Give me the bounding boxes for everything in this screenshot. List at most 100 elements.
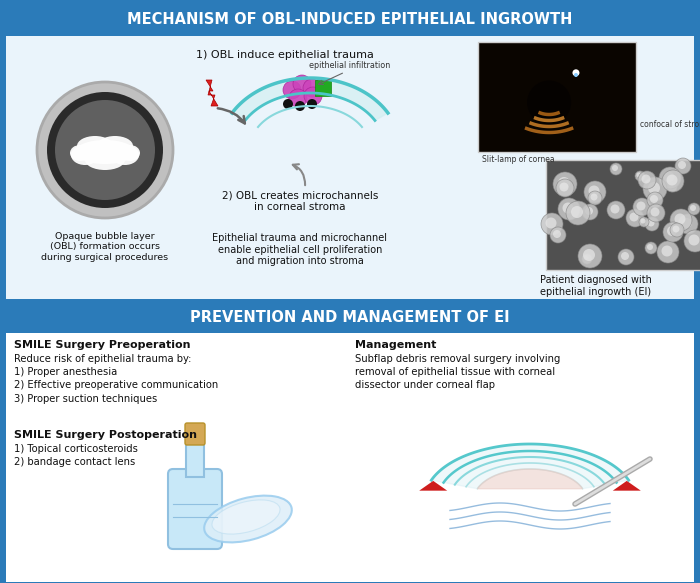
Polygon shape xyxy=(477,469,582,489)
Circle shape xyxy=(582,204,598,220)
Circle shape xyxy=(662,245,673,257)
Circle shape xyxy=(678,161,686,169)
Text: epithelial infiltration: epithelial infiltration xyxy=(309,61,391,70)
Bar xyxy=(186,441,204,477)
Circle shape xyxy=(668,184,673,188)
Text: Reduce risk of epithelial trauma by:
1) Proper anesthesia
2) Effective preoperat: Reduce risk of epithelial trauma by: 1) … xyxy=(14,354,218,403)
Circle shape xyxy=(633,198,651,216)
Circle shape xyxy=(55,100,155,200)
Circle shape xyxy=(582,254,592,264)
Circle shape xyxy=(618,249,634,265)
Circle shape xyxy=(678,214,698,234)
Text: PREVENTION AND MANAGEMENT OF EI: PREVENTION AND MANAGEMENT OF EI xyxy=(190,311,510,325)
Circle shape xyxy=(553,172,577,196)
Circle shape xyxy=(607,201,625,219)
Circle shape xyxy=(584,255,589,261)
Circle shape xyxy=(563,202,573,213)
Text: 2) OBL creates microchannels
in corneal stroma: 2) OBL creates microchannels in corneal … xyxy=(222,190,378,212)
Circle shape xyxy=(675,158,691,174)
Ellipse shape xyxy=(77,136,113,156)
Circle shape xyxy=(303,79,321,97)
Circle shape xyxy=(688,203,700,215)
Ellipse shape xyxy=(212,500,280,534)
Circle shape xyxy=(667,226,677,236)
Bar xyxy=(478,42,636,152)
Circle shape xyxy=(682,218,692,228)
Circle shape xyxy=(307,99,317,109)
Circle shape xyxy=(566,201,590,225)
Circle shape xyxy=(670,223,684,237)
Circle shape xyxy=(663,222,683,242)
Circle shape xyxy=(553,230,561,238)
Circle shape xyxy=(650,195,658,203)
Ellipse shape xyxy=(204,496,292,542)
Circle shape xyxy=(626,209,644,227)
Circle shape xyxy=(289,89,307,107)
Circle shape xyxy=(584,181,606,203)
Bar xyxy=(5,5,695,35)
Circle shape xyxy=(666,174,678,185)
Text: confocal of stroma: confocal of stroma xyxy=(640,120,700,129)
Circle shape xyxy=(659,167,681,189)
Bar xyxy=(5,35,695,300)
Circle shape xyxy=(610,205,620,213)
Circle shape xyxy=(578,244,602,268)
Circle shape xyxy=(293,75,311,93)
Bar xyxy=(315,80,331,96)
Circle shape xyxy=(657,241,679,263)
Circle shape xyxy=(558,198,580,220)
Circle shape xyxy=(589,185,599,196)
Circle shape xyxy=(612,165,618,171)
Polygon shape xyxy=(612,481,640,491)
FancyBboxPatch shape xyxy=(168,469,222,549)
Circle shape xyxy=(629,212,638,222)
Circle shape xyxy=(545,217,557,229)
Circle shape xyxy=(283,81,301,99)
Circle shape xyxy=(295,101,305,111)
Bar xyxy=(5,304,695,332)
Text: Patient diagnosed with
epithelial ingrowth (EI): Patient diagnosed with epithelial ingrow… xyxy=(540,275,652,297)
Circle shape xyxy=(583,249,595,261)
Circle shape xyxy=(556,179,574,197)
Polygon shape xyxy=(431,444,629,489)
Circle shape xyxy=(670,209,692,231)
Ellipse shape xyxy=(111,145,139,165)
Circle shape xyxy=(636,202,645,210)
Circle shape xyxy=(550,227,566,243)
Ellipse shape xyxy=(120,145,140,161)
Circle shape xyxy=(673,226,680,233)
Circle shape xyxy=(585,207,593,215)
Circle shape xyxy=(650,208,659,216)
Text: SMILE Surgery Postoperation: SMILE Surgery Postoperation xyxy=(14,430,197,440)
Text: Epithelial trauma and microchannel
enable epithelial cell proliferation
and migr: Epithelial trauma and microchannel enabl… xyxy=(213,233,388,266)
Circle shape xyxy=(621,252,629,260)
Circle shape xyxy=(591,194,598,201)
Bar xyxy=(6,36,694,299)
Circle shape xyxy=(283,99,293,109)
Circle shape xyxy=(648,220,654,227)
Circle shape xyxy=(574,73,578,77)
Circle shape xyxy=(558,177,570,189)
Circle shape xyxy=(645,217,659,231)
Bar xyxy=(6,333,694,582)
Circle shape xyxy=(689,234,699,245)
Circle shape xyxy=(684,230,700,252)
Circle shape xyxy=(667,182,677,192)
Circle shape xyxy=(636,173,641,177)
Ellipse shape xyxy=(97,136,133,156)
Ellipse shape xyxy=(71,145,99,165)
Circle shape xyxy=(610,163,622,175)
Circle shape xyxy=(648,182,660,194)
Circle shape xyxy=(304,87,322,105)
Bar xyxy=(546,160,700,270)
Circle shape xyxy=(645,242,657,254)
Circle shape xyxy=(541,213,563,235)
Text: MECHANISM OF OBL-INDUCED EPITHELIAL INGROWTH: MECHANISM OF OBL-INDUCED EPITHELIAL INGR… xyxy=(127,12,573,27)
Circle shape xyxy=(47,92,163,208)
Circle shape xyxy=(635,171,645,181)
Circle shape xyxy=(690,205,696,211)
Text: Slit-lamp of cornea: Slit-lamp of cornea xyxy=(482,155,554,164)
Circle shape xyxy=(571,206,583,218)
Ellipse shape xyxy=(85,150,125,170)
Circle shape xyxy=(638,171,656,189)
